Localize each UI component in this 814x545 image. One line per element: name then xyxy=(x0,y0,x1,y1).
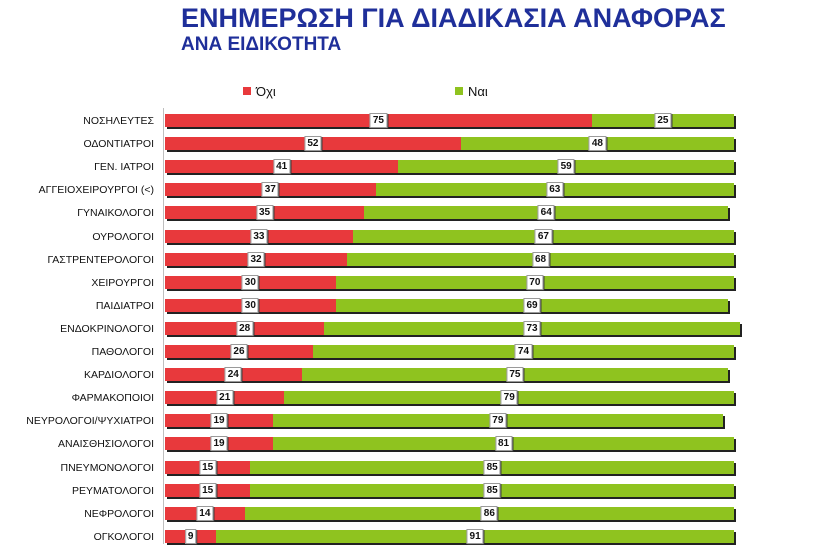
data-label-no: 32 xyxy=(247,252,265,267)
data-label-yes: 68 xyxy=(531,252,550,267)
data-label-yes: 25 xyxy=(654,113,672,128)
category-label: ΓΕΝ. ΙΑΤΡΟΙ xyxy=(94,161,154,173)
legend-label-no: Όχι xyxy=(256,83,276,99)
category-label: ΑΝΑΙΣΘΗΣΙΟΛΟΓΟΙ xyxy=(58,438,154,450)
data-label-yes: 74 xyxy=(514,344,533,359)
data-label-no: 14 xyxy=(196,506,214,521)
data-label-yes: 81 xyxy=(494,436,513,451)
data-label-yes: 70 xyxy=(526,275,544,290)
data-label-no: 75 xyxy=(369,113,387,128)
data-label-yes: 67 xyxy=(534,229,552,244)
data-label-no: 30 xyxy=(241,298,259,313)
data-label-yes: 85 xyxy=(483,483,501,498)
legend-label-yes: Ναι xyxy=(468,83,488,99)
data-label-yes: 69 xyxy=(523,298,541,313)
category-label: ΡΕΥΜΑΤΟΛΟΓΟΙ xyxy=(71,485,154,497)
data-label-no: 33 xyxy=(250,229,268,244)
data-label-no: 52 xyxy=(304,136,322,151)
category-label: ΦΑΡΜΑΚΟΠΟΙΟΙ xyxy=(71,392,154,404)
category-label: ΠΝΕΥΜΟΝΟΛΟΓΟΙ xyxy=(60,462,154,474)
data-label-yes: 79 xyxy=(500,390,518,405)
category-label: ΝΕΥΡΟΛΟΓΟΙ/ΨΥΧΙΑΤΡΟΙ xyxy=(26,415,154,427)
data-label-yes: 75 xyxy=(506,367,524,382)
category-label: ΑΓΓΕΙΟΧΕΙΡΟΥΡΓΟΙ (<) xyxy=(38,184,154,196)
category-axis-line xyxy=(163,108,164,544)
data-label-no: 9 xyxy=(184,529,197,544)
category-label: ΧΕΙΡΟΥΡΓΟΙ xyxy=(91,277,154,289)
data-label-yes: 48 xyxy=(588,136,606,151)
category-label: ΓΑΣΤΡΕΝΤΕΡΟΛΟΓΟΙ xyxy=(47,254,154,266)
data-label-yes: 91 xyxy=(466,529,484,544)
legend-item-no: Όχι xyxy=(243,83,276,99)
data-label-no: 15 xyxy=(199,483,217,498)
category-label: ΚΑΡΔΙΟΛΟΓΟΙ xyxy=(84,369,154,381)
category-label: ΠΑΘΟΛΟΓΟΙ xyxy=(91,346,154,358)
data-label-yes: 79 xyxy=(489,413,507,428)
data-label-no: 30 xyxy=(241,275,259,290)
data-label-no: 21 xyxy=(216,390,234,405)
category-label: ΟΥΡΟΛΟΓΟΙ xyxy=(92,231,154,243)
data-label-yes: 59 xyxy=(557,159,575,174)
data-label-no: 15 xyxy=(199,460,217,475)
data-label-no: 19 xyxy=(210,436,228,451)
category-label: ΠΑΙΔΙΑΤΡΟΙ xyxy=(95,300,154,312)
category-label: ΝΕΦΡΟΛΟΓΟΙ xyxy=(84,508,154,520)
data-label-no: 19 xyxy=(210,413,228,428)
data-label-no: 41 xyxy=(273,159,291,174)
legend-swatch-yes xyxy=(455,87,463,95)
category-label: ΓΥΝΑΙΚΟΛΟΓΟΙ xyxy=(77,207,154,219)
category-label: ΕΝΔΟΚΡΙΝΟΛΟΓΟΙ xyxy=(60,323,154,335)
data-label-yes: 86 xyxy=(480,506,498,521)
chart-subtitle: ΑΝΑ ΕΙΔΙΚΟΤΗΤΑ xyxy=(181,34,342,55)
chart-title: ΕΝΗΜΕΡΩΣΗ ΓΙΑ ΔΙΑΔΙΚΑΣΙΑ ΑΝΑΦΟΡΑΣ xyxy=(181,3,726,33)
category-label: ΟΔΟΝΤΙΑΤΡΟΙ xyxy=(83,138,154,150)
legend-item-yes: Ναι xyxy=(455,83,488,99)
data-label-yes: 63 xyxy=(546,182,564,197)
data-label-yes: 64 xyxy=(537,205,555,220)
category-label: ΝΟΣΗΛΕΥΤΕΣ xyxy=(83,115,154,127)
data-label-no: 26 xyxy=(230,344,248,359)
data-label-no: 37 xyxy=(261,182,279,197)
data-label-no: 35 xyxy=(256,205,274,220)
data-label-yes: 85 xyxy=(483,460,501,475)
data-label-yes: 73 xyxy=(523,321,541,336)
category-label: ΟΓΚΟΛΟΓΟΙ xyxy=(93,531,154,543)
data-label-no: 28 xyxy=(236,321,254,336)
legend-swatch-no xyxy=(243,87,251,95)
data-label-no: 24 xyxy=(224,367,242,382)
